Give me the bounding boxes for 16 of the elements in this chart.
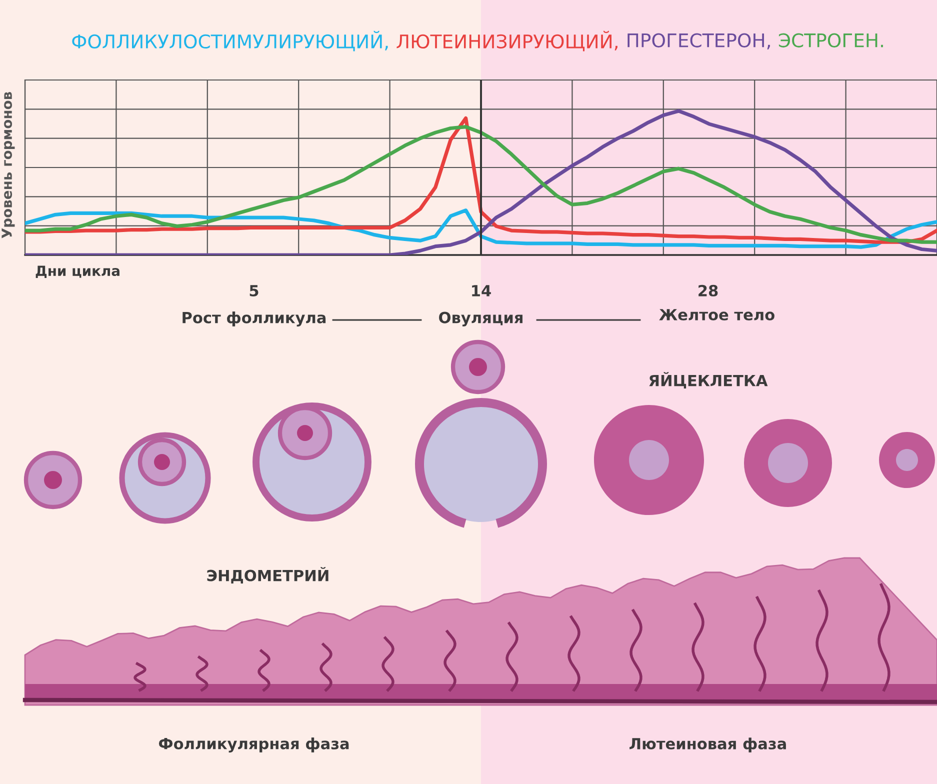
text: Дни цикла bbox=[36, 266, 120, 278]
text: 14 bbox=[472, 285, 491, 296]
text: Лютеиновая фаза bbox=[630, 738, 786, 752]
y-axis-title: Уровень гормонов bbox=[2, 92, 15, 238]
text: Желтое тело bbox=[659, 309, 774, 320]
text: ФОЛЛИКУЛОСТИМУЛИРУЮЩИЙ, bbox=[72, 30, 388, 52]
text: 28 bbox=[698, 284, 718, 296]
text: ЭНДОМЕТРИЙ bbox=[207, 566, 328, 584]
text: Овуляция bbox=[439, 312, 522, 326]
text: Рост фолликула bbox=[182, 312, 326, 326]
text: ПРОГЕСТЕРОН, bbox=[628, 33, 770, 50]
text: ЛЮТЕИНИЗИРУЮЩИЙ, bbox=[396, 30, 618, 52]
text: 5 bbox=[250, 285, 258, 296]
text: ЭСТРОГЕН. bbox=[778, 33, 883, 48]
text: Фолликулярная фаза bbox=[158, 738, 349, 752]
text: ЯЙЦЕКЛЕТКА bbox=[649, 372, 768, 388]
